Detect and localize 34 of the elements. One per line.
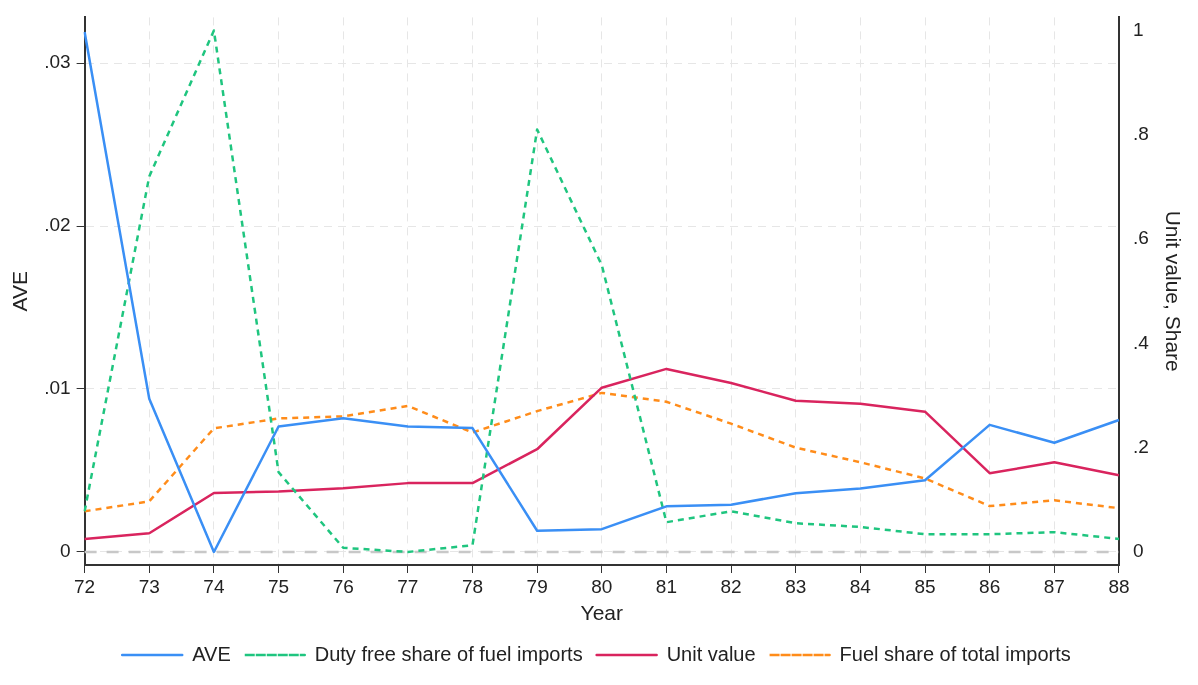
x-tick-label: 80 xyxy=(591,575,613,597)
x-tick-label: 84 xyxy=(849,575,872,597)
y-tick-label: .03 xyxy=(44,51,71,73)
x-tick-label: 87 xyxy=(1043,575,1065,597)
x-tick-label: 86 xyxy=(979,575,1001,597)
y2-tick-label: 1 xyxy=(1132,18,1144,40)
x-tick-label: 77 xyxy=(397,575,419,597)
x-tick-label: 76 xyxy=(332,575,354,597)
y-tick-label: .01 xyxy=(44,377,71,399)
y2-axis-title: Unit value, Share xyxy=(1161,210,1185,372)
legend-label: AVE xyxy=(192,642,231,665)
x-tick-label: 82 xyxy=(720,575,742,597)
x-tick-label: 79 xyxy=(526,575,548,597)
x-tick-label: 85 xyxy=(914,575,936,597)
x-axis-title: Year xyxy=(580,601,623,625)
y-tick-label: 0 xyxy=(60,540,71,562)
y2-tick-label: .2 xyxy=(1132,435,1149,457)
y-tick-label: .02 xyxy=(44,214,71,236)
legend-label: Unit value xyxy=(666,642,756,665)
x-tick-label: 78 xyxy=(461,575,484,597)
x-tick-label: 72 xyxy=(74,575,96,597)
legend-label: Duty free share of fuel imports xyxy=(314,642,583,665)
y-axis-title: AVE xyxy=(8,270,32,312)
legend-label: Fuel share of total imports xyxy=(839,642,1071,665)
y2-tick-label: .6 xyxy=(1132,227,1149,249)
x-tick-label: 75 xyxy=(267,575,290,597)
x-tick-label: 83 xyxy=(785,575,807,597)
x-tick-label: 81 xyxy=(655,575,677,597)
y2-tick-label: .8 xyxy=(1132,122,1149,144)
x-tick-label: 74 xyxy=(203,575,225,597)
x-tick-label: 73 xyxy=(138,575,160,597)
x-tick-label: 88 xyxy=(1108,575,1130,597)
y2-tick-label: 0 xyxy=(1132,540,1144,562)
y2-tick-label: .4 xyxy=(1132,331,1150,353)
